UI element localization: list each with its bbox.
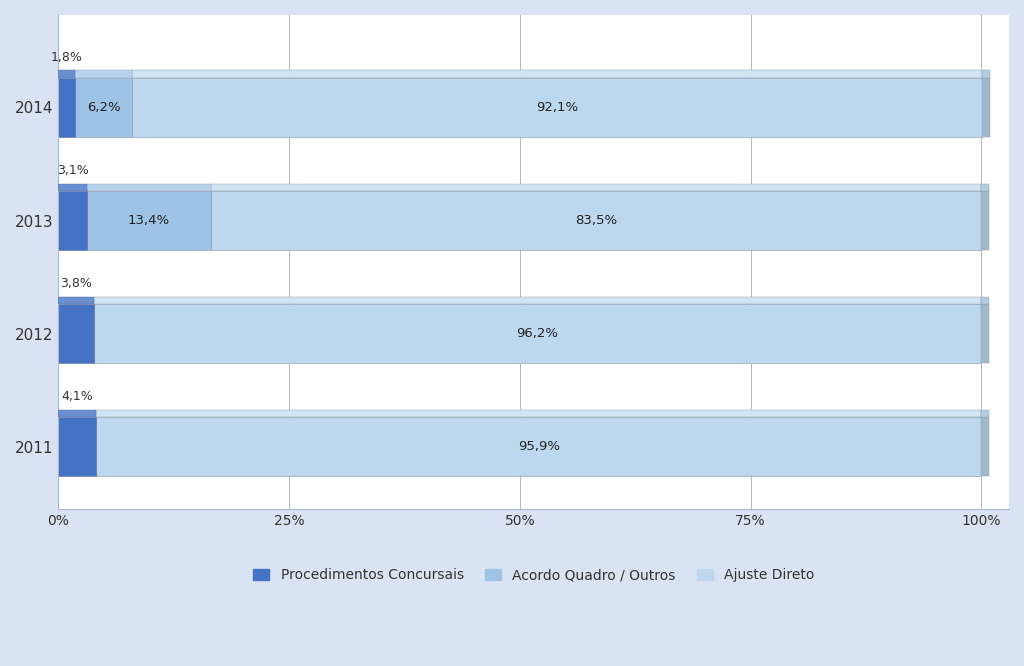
Bar [981,184,989,191]
Bar [211,184,981,191]
Bar [58,191,87,250]
Bar [58,410,96,418]
Text: 83,5%: 83,5% [574,214,617,227]
Bar [75,78,132,137]
Bar [96,410,981,418]
Bar [211,191,981,250]
Bar [58,304,93,363]
Text: 6,2%: 6,2% [87,101,121,114]
Text: 1,8%: 1,8% [51,51,83,64]
Text: 3,8%: 3,8% [60,277,92,290]
Bar [58,78,75,137]
Text: 13,4%: 13,4% [128,214,170,227]
Bar [132,78,982,137]
Bar [982,71,989,78]
Bar [93,296,981,304]
Bar [58,71,75,78]
Bar [58,418,96,476]
Bar [981,296,989,304]
Bar [93,304,981,363]
Bar [87,184,211,191]
Bar [96,418,981,476]
Text: 3,1%: 3,1% [57,164,89,176]
Text: 95,9%: 95,9% [518,440,560,454]
Bar [981,304,989,363]
Bar [981,418,989,476]
Bar [58,184,87,191]
Text: 92,1%: 92,1% [537,101,579,114]
Bar [75,71,132,78]
Bar [981,410,989,418]
Legend: Procedimentos Concursais, Acordo Quadro / Outros, Ajuste Direto: Procedimentos Concursais, Acordo Quadro … [247,563,820,588]
Text: 96,2%: 96,2% [516,327,558,340]
Bar [132,71,982,78]
Text: 4,1%: 4,1% [61,390,93,403]
Bar [87,191,211,250]
Bar [982,78,989,137]
Bar [981,191,989,250]
Bar [58,296,93,304]
